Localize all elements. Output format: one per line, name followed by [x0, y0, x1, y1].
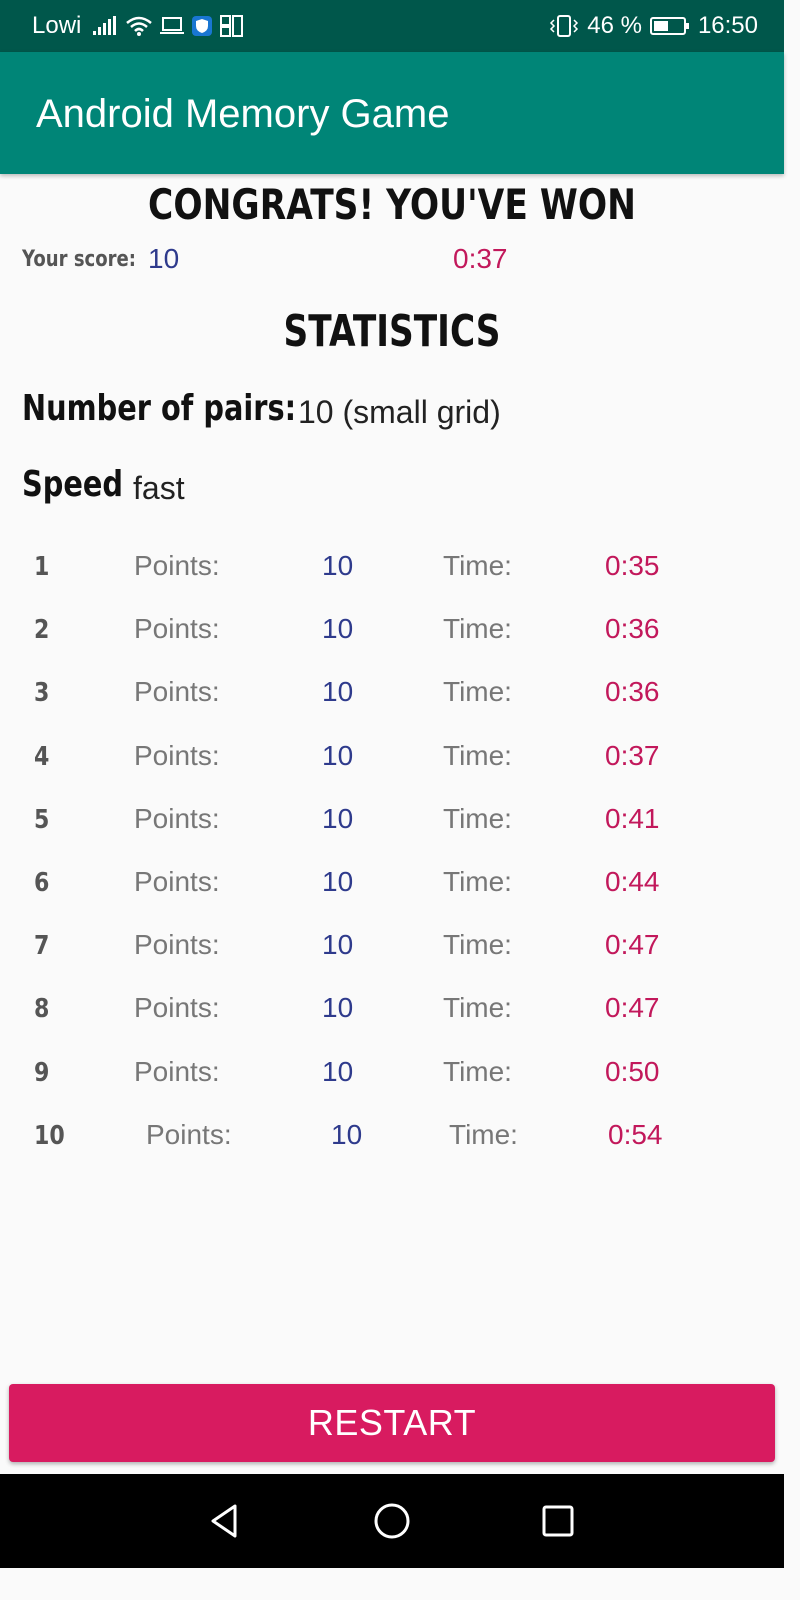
stat-row: 8 Points: 10 Time: 0:47	[0, 986, 784, 1036]
stat-time-label: Time:	[443, 866, 512, 897]
recents-icon	[542, 1505, 574, 1537]
stat-points-label: Points:	[134, 1055, 220, 1087]
clock: 16:50	[697, 12, 758, 39]
score-value: 10	[148, 243, 180, 274]
stat-row: 9 Points: 10 Time: 0:50	[0, 1050, 784, 1100]
stat-time-value: 0:36	[605, 613, 660, 645]
stat-time-label: Time:	[443, 1055, 512, 1087]
signal-icon	[93, 16, 117, 35]
stat-row: 3 Points: 10 Time: 0:36	[0, 670, 784, 720]
stat-time-label: Time:	[443, 550, 512, 581]
stat-rank: 8	[34, 994, 50, 1025]
shield-icon	[192, 16, 213, 36]
stat-time-label: Time:	[449, 1118, 518, 1150]
stat-time-label: Time:	[443, 929, 512, 961]
stat-points-value: 10	[322, 676, 354, 708]
speed-label: Speed	[22, 464, 124, 505]
stat-points-value: 10	[322, 613, 354, 645]
stat-points-value: 10	[322, 992, 354, 1024]
stat-row: 6 Points: 10 Time: 0:44	[0, 860, 784, 910]
stat-time-value: 0:41	[605, 802, 660, 834]
stat-time-value: 0:47	[605, 992, 660, 1024]
stat-time-value: 0:54	[608, 1118, 663, 1150]
carrier-name: Lowi	[32, 12, 82, 39]
stat-rank: 9	[34, 1057, 50, 1088]
stat-points-label: Points:	[146, 1118, 232, 1150]
stat-rank: 2	[34, 615, 50, 646]
stat-row: 5 Points: 10 Time: 0:41	[0, 797, 784, 847]
sim-icon	[220, 15, 244, 37]
stat-points-label: Points:	[134, 992, 220, 1024]
stat-time-label: Time:	[443, 676, 512, 708]
stat-time-value: 0:50	[605, 1055, 660, 1087]
home-button[interactable]	[372, 1501, 412, 1541]
stat-row: 10 Points: 10 Time: 0:54	[0, 1113, 784, 1163]
stat-row: 1 Points: 10 Time: 0:35	[0, 544, 784, 594]
stat-time-value: 0:44	[605, 866, 660, 897]
stat-time-value: 0:37	[605, 739, 660, 771]
stat-points-label: Points:	[134, 676, 220, 708]
stat-rank: 6	[34, 868, 50, 898]
stat-points-label: Points:	[134, 866, 220, 897]
stat-points-label: Points:	[134, 739, 220, 771]
restart-button[interactable]: RESTART	[9, 1384, 775, 1462]
stat-points-value: 10	[322, 1055, 354, 1087]
status-bar: Lowi	[0, 0, 784, 52]
stat-time-label: Time:	[443, 613, 512, 645]
stat-time-label: Time:	[443, 992, 512, 1024]
stat-rank: 10	[34, 1120, 65, 1151]
stat-rank: 1	[34, 552, 50, 582]
stat-row: 7 Points: 10 Time: 0:47	[0, 923, 784, 973]
app-title: Android Memory Game	[36, 92, 450, 136]
stat-points-label: Points:	[134, 802, 220, 834]
speed-value: fast	[133, 470, 185, 506]
stat-time-label: Time:	[443, 802, 512, 834]
stat-rank: 3	[34, 678, 50, 709]
statistics-heading: STATISTICS	[283, 306, 501, 357]
stat-time-value: 0:35	[605, 550, 660, 581]
stat-points-value: 10	[322, 550, 354, 581]
battery-icon	[649, 17, 689, 35]
stat-rank: 7	[34, 931, 50, 962]
stat-row: 4 Points: 10 Time: 0:37	[0, 734, 784, 784]
wifi-icon	[126, 16, 153, 36]
stat-time-value: 0:47	[605, 929, 660, 961]
stat-points-value: 10	[322, 929, 354, 961]
back-button[interactable]	[204, 1501, 244, 1541]
stat-points-label: Points:	[134, 929, 220, 961]
stat-points-value: 10	[331, 1118, 363, 1150]
stat-row: 2 Points: 10 Time: 0:36	[0, 607, 784, 657]
back-icon	[211, 1504, 237, 1538]
stat-points-value: 10	[322, 739, 354, 771]
home-icon	[374, 1503, 410, 1539]
battery-percent: 46 %	[587, 12, 642, 39]
stat-time-value: 0:36	[605, 676, 660, 708]
app-bar: Android Memory Game	[0, 52, 784, 174]
pairs-label: Number of pairs:	[22, 388, 297, 429]
score-row: Your score: 10 0:37	[22, 243, 782, 277]
stat-rank: 5	[34, 804, 50, 835]
pairs-value: 10 (small grid)	[298, 394, 501, 430]
stat-time-label: Time:	[443, 739, 512, 771]
stat-points-label: Points:	[134, 550, 220, 581]
score-label: Your score:	[22, 247, 136, 272]
vibrate-icon	[550, 15, 579, 37]
laptop-icon	[160, 17, 185, 34]
stat-rank: 4	[34, 741, 50, 772]
stat-points-value: 10	[322, 866, 354, 897]
stat-points-label: Points:	[134, 613, 220, 645]
congrats-heading: CONGRATS! YOU'VE WON	[148, 180, 636, 229]
score-time: 0:37	[453, 243, 508, 274]
stat-points-value: 10	[322, 802, 354, 834]
navigation-bar	[0, 1474, 784, 1568]
recents-button[interactable]	[538, 1501, 578, 1541]
